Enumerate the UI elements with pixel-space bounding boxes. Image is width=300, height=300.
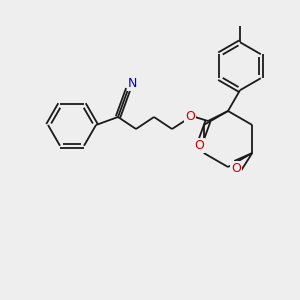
Text: O: O bbox=[185, 110, 195, 124]
Text: O: O bbox=[231, 161, 241, 175]
Text: N: N bbox=[128, 77, 137, 90]
Text: O: O bbox=[194, 139, 204, 152]
